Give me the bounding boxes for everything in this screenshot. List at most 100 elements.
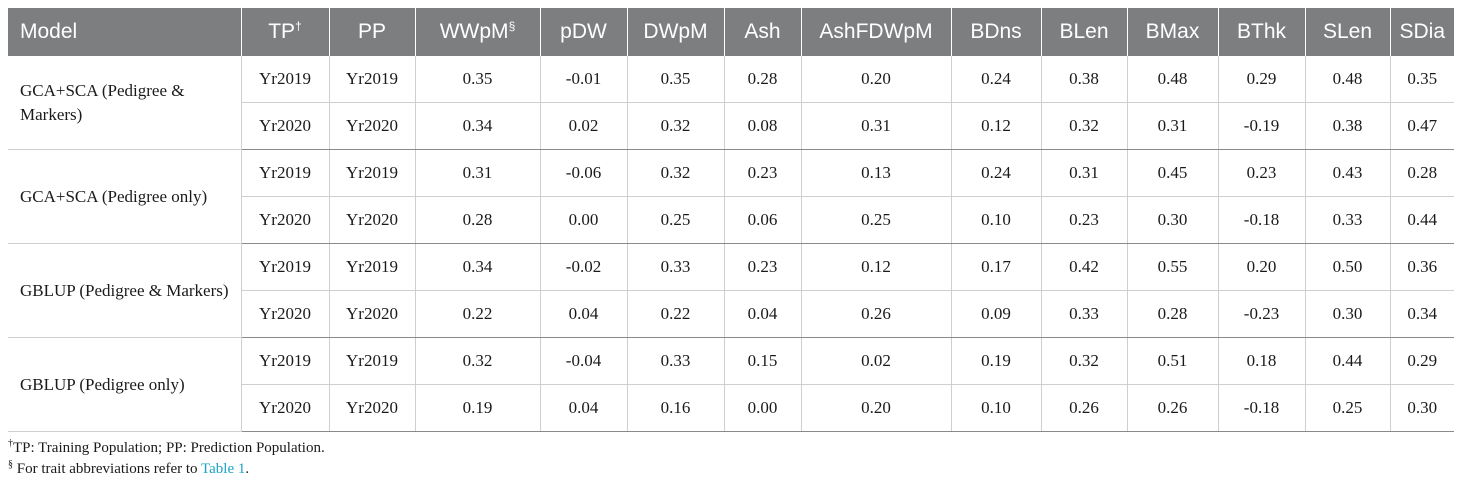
tp-cell: Yr2020 (241, 196, 330, 244)
value-cell: 0.28 (724, 56, 802, 103)
table-container: Model TP† PP WWpM§ pDW DWpM Ash AshFDWpM BDns BLe… (8, 8, 1454, 480)
column-header: BLen (1041, 8, 1128, 56)
column-header-label: pDW (560, 20, 607, 43)
column-header-label: DWpM (643, 20, 708, 43)
column-header-footnote-mark: † (295, 19, 302, 33)
column-header-label: BThk (1236, 20, 1286, 43)
value-cell: 0.13 (801, 149, 952, 197)
column-header-label: Model (20, 20, 78, 43)
value-cell: -0.18 (1218, 196, 1306, 244)
table-header-row: Model TP† PP WWpM§ pDW DWpM Ash AshFDWpM BDns BLe… (8, 8, 1454, 56)
value-cell: 0.09 (951, 290, 1042, 338)
table-footnotes: †TP: Training Population; PP: Prediction… (8, 438, 1454, 480)
value-cell: 0.31 (415, 149, 541, 197)
value-cell: 0.42 (1041, 243, 1128, 291)
results-table: Model TP† PP WWpM§ pDW DWpM Ash AshFDWpM BDns BLe… (8, 8, 1454, 432)
value-cell: -0.19 (1218, 102, 1306, 150)
column-header: BThk (1218, 8, 1306, 56)
column-header: AshFDWpM (801, 8, 952, 56)
value-cell: 0.25 (627, 196, 725, 244)
value-cell: 0.08 (724, 102, 802, 150)
column-header: WWpM§ (415, 8, 541, 56)
value-cell: 0.44 (1305, 337, 1391, 385)
value-cell: -0.04 (540, 337, 628, 385)
value-cell: 0.10 (951, 196, 1042, 244)
value-cell: 0.20 (801, 384, 952, 432)
footnote-mark: § (8, 459, 13, 470)
tp-cell: Yr2020 (241, 290, 330, 338)
value-cell: 0.44 (1390, 196, 1454, 244)
column-header-label: AshFDWpM (819, 20, 933, 43)
table-row: Yr2020 Yr2020 0.19 0.04 0.16 0.00 0.20 0.10 0.26… (8, 384, 1454, 432)
value-cell: 0.26 (1041, 384, 1128, 432)
tp-cell: Yr2020 (241, 384, 330, 432)
pp-cell: Yr2019 (329, 56, 416, 103)
value-cell: 0.48 (1127, 56, 1219, 103)
value-cell: 0.10 (951, 384, 1042, 432)
value-cell: 0.33 (627, 337, 725, 385)
value-cell: 0.20 (1218, 243, 1306, 291)
value-cell: 0.23 (724, 243, 802, 291)
pp-cell: Yr2019 (329, 149, 416, 197)
tp-cell: Yr2019 (241, 337, 330, 385)
value-cell: 0.36 (1390, 243, 1454, 291)
tp-cell: Yr2019 (241, 243, 330, 291)
table-row: Yr2020 Yr2020 0.22 0.04 0.22 0.04 0.26 0.09 0.33… (8, 290, 1454, 338)
value-cell: 0.43 (1305, 149, 1391, 197)
column-header: SDia (1390, 8, 1454, 56)
value-cell: 0.24 (951, 56, 1042, 103)
value-cell: 0.32 (1041, 102, 1128, 150)
column-header: TP† (241, 8, 330, 56)
value-cell: 0.31 (1127, 102, 1219, 150)
table-row: GBLUP (Pedigree only) Yr2019 Yr2019 0.32 -0.… (8, 337, 1454, 432)
column-header: Ash (724, 8, 802, 56)
value-cell: -0.01 (540, 56, 628, 103)
model-cell: GCA+SCA (Pedigree & Markers) (8, 56, 242, 150)
table-row: GCA+SCA (Pedigree only) Yr2019 Yr2019 0.31-… (8, 149, 1454, 244)
footnote-2: § For trait abbreviations refer to Table… (8, 459, 1454, 480)
footnote-1: †TP: Training Population; PP: Prediction… (8, 438, 1454, 459)
pp-cell: Yr2020 (329, 196, 416, 244)
value-cell: 0.35 (1390, 56, 1454, 103)
value-cell: 0.33 (1305, 196, 1391, 244)
value-cell: 0.00 (540, 196, 628, 244)
value-cell: 0.45 (1127, 149, 1219, 197)
value-cell: 0.32 (627, 102, 725, 150)
value-cell: 0.02 (801, 337, 952, 385)
value-cell: 0.35 (415, 56, 541, 103)
value-cell: 0.04 (540, 384, 628, 432)
pp-cell: Yr2019 (329, 243, 416, 291)
value-cell: -0.18 (1218, 384, 1306, 432)
column-header: BMax (1127, 8, 1219, 56)
value-cell: 0.55 (1127, 243, 1219, 291)
footnote-mark: † (8, 438, 13, 449)
column-header-label: TP (268, 20, 296, 43)
value-cell: 0.06 (724, 196, 802, 244)
value-cell: 0.50 (1305, 243, 1391, 291)
column-header: DWpM (627, 8, 725, 56)
column-header: BDns (951, 8, 1042, 56)
value-cell: 0.26 (1127, 384, 1219, 432)
value-cell: 0.18 (1218, 337, 1306, 385)
value-cell: 0.17 (951, 243, 1042, 291)
value-cell: 0.29 (1390, 337, 1454, 385)
value-cell: 0.38 (1305, 102, 1391, 150)
value-cell: 0.38 (1041, 56, 1128, 103)
pp-cell: Yr2020 (329, 102, 416, 150)
footnote-end: . (245, 461, 250, 477)
value-cell: -0.23 (1218, 290, 1306, 338)
column-header-label: BDns (970, 20, 1022, 43)
column-header-label: BMax (1145, 20, 1200, 43)
column-header-label: WWpM (439, 20, 509, 43)
pp-cell: Yr2020 (329, 384, 416, 432)
value-cell: 0.28 (415, 196, 541, 244)
value-cell: 0.22 (627, 290, 725, 338)
table-1-link[interactable]: Table 1 (201, 461, 246, 477)
table-row: Yr2020 Yr2020 0.34 0.02 0.32 0.08 0.31 0.12 0.32… (8, 102, 1454, 150)
model-cell: GBLUP (Pedigree only) (8, 337, 242, 432)
value-cell: 0.04 (724, 290, 802, 338)
value-cell: 0.23 (724, 149, 802, 197)
value-cell: 0.25 (801, 196, 952, 244)
value-cell: 0.30 (1127, 196, 1219, 244)
value-cell: 0.47 (1390, 102, 1454, 150)
